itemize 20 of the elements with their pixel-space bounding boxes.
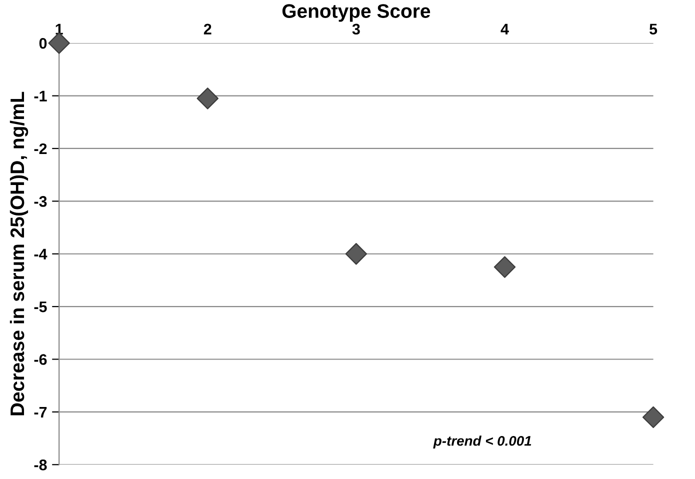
y-tick-label: -8 — [34, 460, 47, 470]
y-tick-label: -5 — [34, 302, 47, 312]
x-tick-label: 2 — [204, 24, 212, 34]
point — [196, 88, 218, 110]
y-tick-label: -3 — [34, 196, 47, 207]
point — [345, 243, 368, 265]
x-tick-label: 5 — [650, 24, 658, 35]
y-tick-label: -7 — [34, 406, 47, 418]
x-tick-label: 4 — [500, 24, 509, 34]
y-tick-label: -1 — [34, 90, 47, 102]
y-axis-title: Decrease in serum 25(OH)D, ng/mL — [10, 92, 28, 416]
point — [494, 256, 516, 278]
y-tick-label: -4 — [34, 248, 48, 260]
x-tick-label: 3 — [352, 24, 360, 35]
y-tick-label: 0 — [39, 38, 47, 49]
x-axis-title: Genotype Score — [282, 4, 430, 22]
y-tick-label: -2 — [34, 143, 47, 154]
y-tick-label: -6 — [34, 354, 47, 365]
annotation: p-trend < 0.001 — [433, 436, 532, 449]
point — [642, 406, 664, 428]
